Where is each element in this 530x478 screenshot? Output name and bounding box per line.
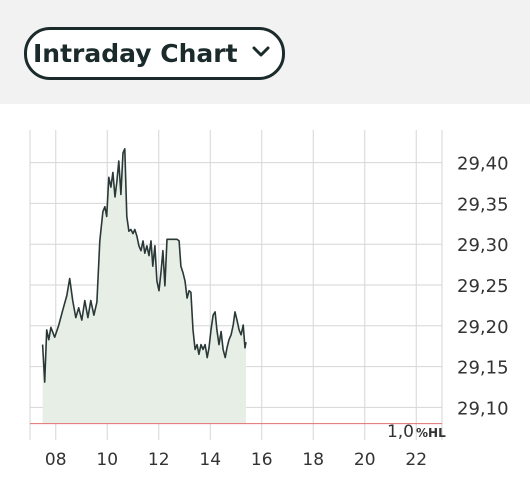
x-tick-label: 08 <box>45 450 67 470</box>
area-fill <box>42 148 246 424</box>
annotation-suffix: %HL <box>416 426 446 440</box>
x-tick-label: 20 <box>354 450 376 470</box>
chart-selector[interactable]: Intraday Chart <box>24 27 285 80</box>
x-tick-label: 14 <box>199 450 221 470</box>
x-tick-label: 16 <box>251 450 273 470</box>
y-tick-label: 29,25 <box>457 276 509 297</box>
x-tick-label: 12 <box>148 450 170 470</box>
x-tick-label: 22 <box>405 450 427 470</box>
x-tick-label: 18 <box>302 450 324 470</box>
grid <box>30 130 442 440</box>
y-tick-label: 29,35 <box>457 194 509 215</box>
y-tick-label: 29,15 <box>457 358 509 379</box>
y-tick-label: 29,30 <box>457 235 509 256</box>
x-tick-label: 10 <box>96 450 118 470</box>
y-tick-label: 29,10 <box>457 398 509 419</box>
y-tick-label: 29,20 <box>457 317 509 338</box>
y-tick-label: 29,40 <box>457 154 509 175</box>
annotation-text: 1,0 <box>387 422 414 442</box>
selector-label: Intraday Chart <box>33 39 238 68</box>
chevron-icon <box>252 46 270 57</box>
header-bar: Intraday Chart <box>0 0 530 104</box>
price-line <box>41 148 247 383</box>
